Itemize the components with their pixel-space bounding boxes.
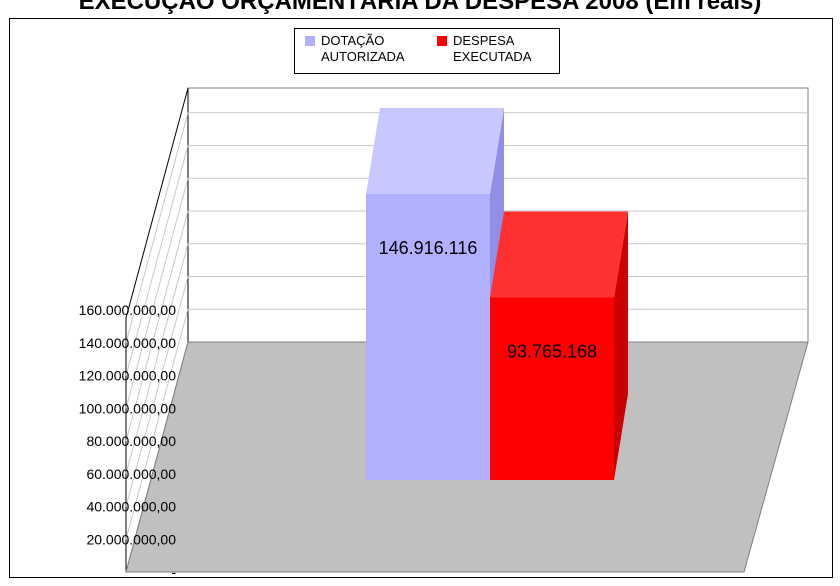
gridline-side-5 bbox=[125, 178, 189, 409]
legend-swatch-despesa bbox=[437, 36, 447, 46]
legend-label-dotacao: DOTAÇÃO AUTORIZADA bbox=[321, 33, 405, 64]
data-label-0: 146.916.116 bbox=[379, 238, 478, 258]
data-label-1: 93.765.168 bbox=[507, 341, 597, 361]
bar-side-1 bbox=[614, 211, 628, 480]
y-tick-label-0: - bbox=[171, 564, 176, 580]
legend-swatch-dotacao bbox=[305, 36, 315, 46]
chart-title: EXECUÇÃO ORÇAMENTÁRIA DA DESPESA 2008 (E… bbox=[78, 0, 762, 15]
gridline-side-1 bbox=[125, 309, 189, 540]
legend-label-despesa: DESPESA EXECUTADA bbox=[453, 33, 532, 64]
gridline-side-2 bbox=[125, 276, 189, 507]
y-tick-label-8: 160.000.000,00 bbox=[79, 302, 177, 318]
y-tick-label-5: 100.000.000,00 bbox=[79, 400, 177, 416]
bar-top-0 bbox=[366, 108, 504, 194]
bar-1 bbox=[490, 297, 614, 480]
y-tick-label-1: 20.000.000,00 bbox=[86, 531, 176, 547]
y-tick-label-2: 40.000.000,00 bbox=[86, 499, 176, 515]
bar-top-1 bbox=[490, 211, 628, 298]
gridline-side-7 bbox=[125, 112, 189, 343]
gridline-side-4 bbox=[125, 210, 189, 442]
gridline-side-3 bbox=[125, 243, 189, 474]
gridline-side-6 bbox=[125, 145, 189, 376]
y-tick-label-6: 120.000.000,00 bbox=[79, 368, 177, 384]
y-tick-label-4: 80.000.000,00 bbox=[86, 433, 176, 449]
y-tick-label-3: 60.000.000,00 bbox=[86, 466, 176, 482]
chart-legend: DOTAÇÃO AUTORIZADA DESPESA EXECUTADA bbox=[294, 28, 560, 74]
bar-0 bbox=[366, 194, 490, 480]
y-tick-label-7: 140.000.000,00 bbox=[79, 335, 177, 351]
